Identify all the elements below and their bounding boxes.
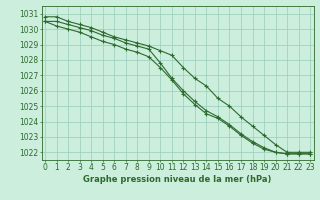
X-axis label: Graphe pression niveau de la mer (hPa): Graphe pression niveau de la mer (hPa) — [84, 175, 272, 184]
